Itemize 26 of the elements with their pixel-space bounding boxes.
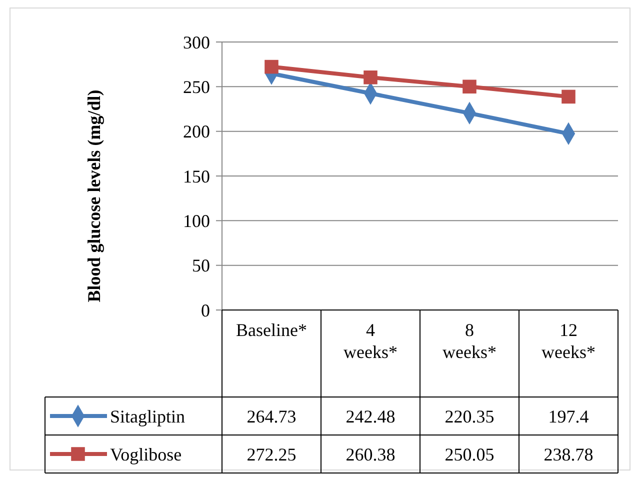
- data-label: 220.35: [444, 406, 494, 426]
- legend-label: Sitagliptin: [110, 406, 186, 426]
- data-label: 197.4: [548, 406, 589, 426]
- data-label: 264.73: [246, 406, 296, 426]
- y-tick-label: 0: [201, 300, 210, 320]
- x-tick-label: 12 weeks*: [542, 320, 596, 362]
- legend-label: Voglibose: [110, 444, 182, 464]
- x-tick-label: Baseline*: [236, 320, 307, 340]
- y-tick-label: 250: [183, 76, 210, 97]
- point: [462, 80, 476, 94]
- y-tick-label: 100: [183, 210, 210, 231]
- point: [364, 70, 378, 84]
- x-tick-label: 4 weeks*: [344, 320, 398, 362]
- data-label: 272.25: [246, 444, 296, 464]
- data-label: 260.38: [346, 444, 396, 464]
- y-tick-label: 50: [192, 256, 210, 276]
- point: [562, 90, 576, 104]
- x-tick-label: 8 weeks*: [442, 320, 496, 362]
- point: [264, 60, 278, 74]
- y-tick-label: 150: [183, 166, 210, 186]
- data-label: 242.48: [346, 406, 396, 426]
- y-axis-title: Blood glucose levels (mg/dl): [84, 90, 104, 302]
- y-tick-label: 300: [183, 32, 210, 52]
- data-label: 238.78: [544, 444, 594, 464]
- y-tick-label: 200: [183, 122, 210, 142]
- data-label: 250.05: [444, 444, 494, 464]
